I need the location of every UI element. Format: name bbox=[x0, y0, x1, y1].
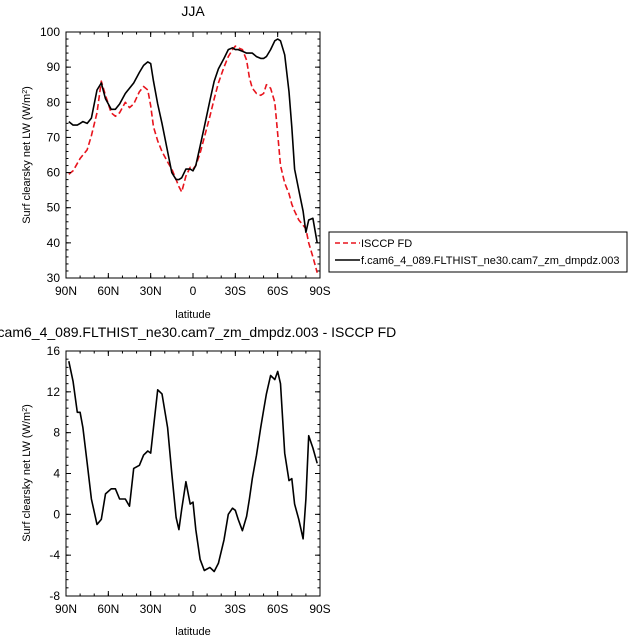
bottom-x-tick-label: 30N bbox=[140, 602, 162, 616]
bottom-chart-panel: f.cam6_4_089.FLTHIST_ne30.cam7_zm_dmpdz.… bbox=[0, 324, 396, 638]
bottom-x-tick-label: 90S bbox=[309, 602, 330, 616]
top-y-tick-label: 70 bbox=[47, 130, 61, 144]
bottom-x-tick-label: 60S bbox=[267, 602, 288, 616]
bottom-y-tick-label: 12 bbox=[47, 385, 61, 399]
top-chart-panel: JJA 90N 60N 30N 0 30S 60S 90S 30 40 50 60 70 80 90 100… bbox=[21, 3, 331, 321]
top-x-tick-label: 60N bbox=[97, 284, 119, 298]
bottom-x-tick-label: 90N bbox=[55, 602, 77, 616]
top-x-tick-label: 0 bbox=[190, 284, 197, 298]
top-y-axis-label-end: ) bbox=[21, 86, 33, 90]
top-x-tick-label: 90N bbox=[55, 284, 77, 298]
bottom-y-tick-label: 4 bbox=[53, 467, 60, 481]
top-chart-title: JJA bbox=[181, 3, 205, 19]
legend-box bbox=[328, 231, 628, 273]
bottom-x-axis-label: latitude bbox=[175, 626, 210, 638]
top-x-axis-label: latitude bbox=[175, 309, 210, 321]
bottom-chart-plot-area: 90N 60N 30N 0 30S 60S 90S -8 -4 0 4 8 12 16 bbox=[47, 344, 331, 616]
top-series-line-1 bbox=[68, 38, 318, 244]
top-x-tick-label: 30N bbox=[140, 284, 162, 298]
bottom-plot-frame bbox=[65, 350, 321, 597]
top-x-tick-label: 30S bbox=[225, 284, 246, 298]
top-chart-plot-area: 90N 60N 30N 0 30S 60S 90S 30 40 50 60 70 80 90 100 bbox=[40, 25, 331, 298]
top-y-axis-label-sup: 2 bbox=[22, 90, 29, 94]
top-y-axis-label-main: Surf clearsky net LW (W/m bbox=[21, 94, 33, 224]
top-y-tick-label: 90 bbox=[47, 60, 61, 74]
legend-label-isccp: ISCCP FD bbox=[361, 238, 412, 250]
top-y-tick-label: 50 bbox=[47, 201, 61, 215]
top-y-tick-label: 100 bbox=[40, 25, 60, 39]
bottom-y-axis-label-main: Surf clearsky net LW (W/m bbox=[21, 412, 33, 542]
bottom-chart-title: f.cam6_4_089.FLTHIST_ne30.cam7_zm_dmpdz.… bbox=[0, 324, 396, 340]
bottom-x-tick-label: 60N bbox=[97, 602, 119, 616]
bottom-y-tick-label: -8 bbox=[49, 589, 60, 603]
top-x-tick-label: 90S bbox=[309, 284, 330, 298]
top-y-tick-label: 80 bbox=[47, 95, 61, 109]
bottom-y-axis-label: Surf clearsky net LW (W/m2) bbox=[21, 404, 33, 542]
top-y-tick-label: 40 bbox=[47, 236, 61, 250]
bottom-y-tick-label: 16 bbox=[47, 344, 61, 358]
bottom-x-tick-label: 0 bbox=[190, 602, 197, 616]
top-series-line-0 bbox=[68, 45, 318, 273]
bottom-y-tick-label: 8 bbox=[53, 426, 60, 440]
bottom-y-axis-label-sup: 2 bbox=[22, 408, 29, 412]
bottom-y-tick-label: 0 bbox=[53, 507, 60, 521]
legend-label-model: f.cam6_4_089.FLTHIST_ne30.cam7_zm_dmpdz.… bbox=[361, 255, 619, 267]
legend: ISCCP FD f.cam6_4_089.FLTHIST_ne30.cam7_… bbox=[328, 231, 628, 273]
top-x-tick-label: 60S bbox=[267, 284, 288, 298]
bottom-x-tick-label: 30S bbox=[225, 602, 246, 616]
top-y-axis-label: Surf clearsky net LW (W/m2) bbox=[21, 86, 33, 224]
top-y-tick-label: 60 bbox=[47, 166, 61, 180]
bottom-y-axis-label-end: ) bbox=[21, 404, 33, 408]
bottom-series-line-0 bbox=[68, 361, 318, 573]
top-plot-frame bbox=[65, 31, 321, 279]
top-y-tick-label: 30 bbox=[47, 271, 61, 285]
bottom-y-tick-label: -4 bbox=[49, 548, 60, 562]
